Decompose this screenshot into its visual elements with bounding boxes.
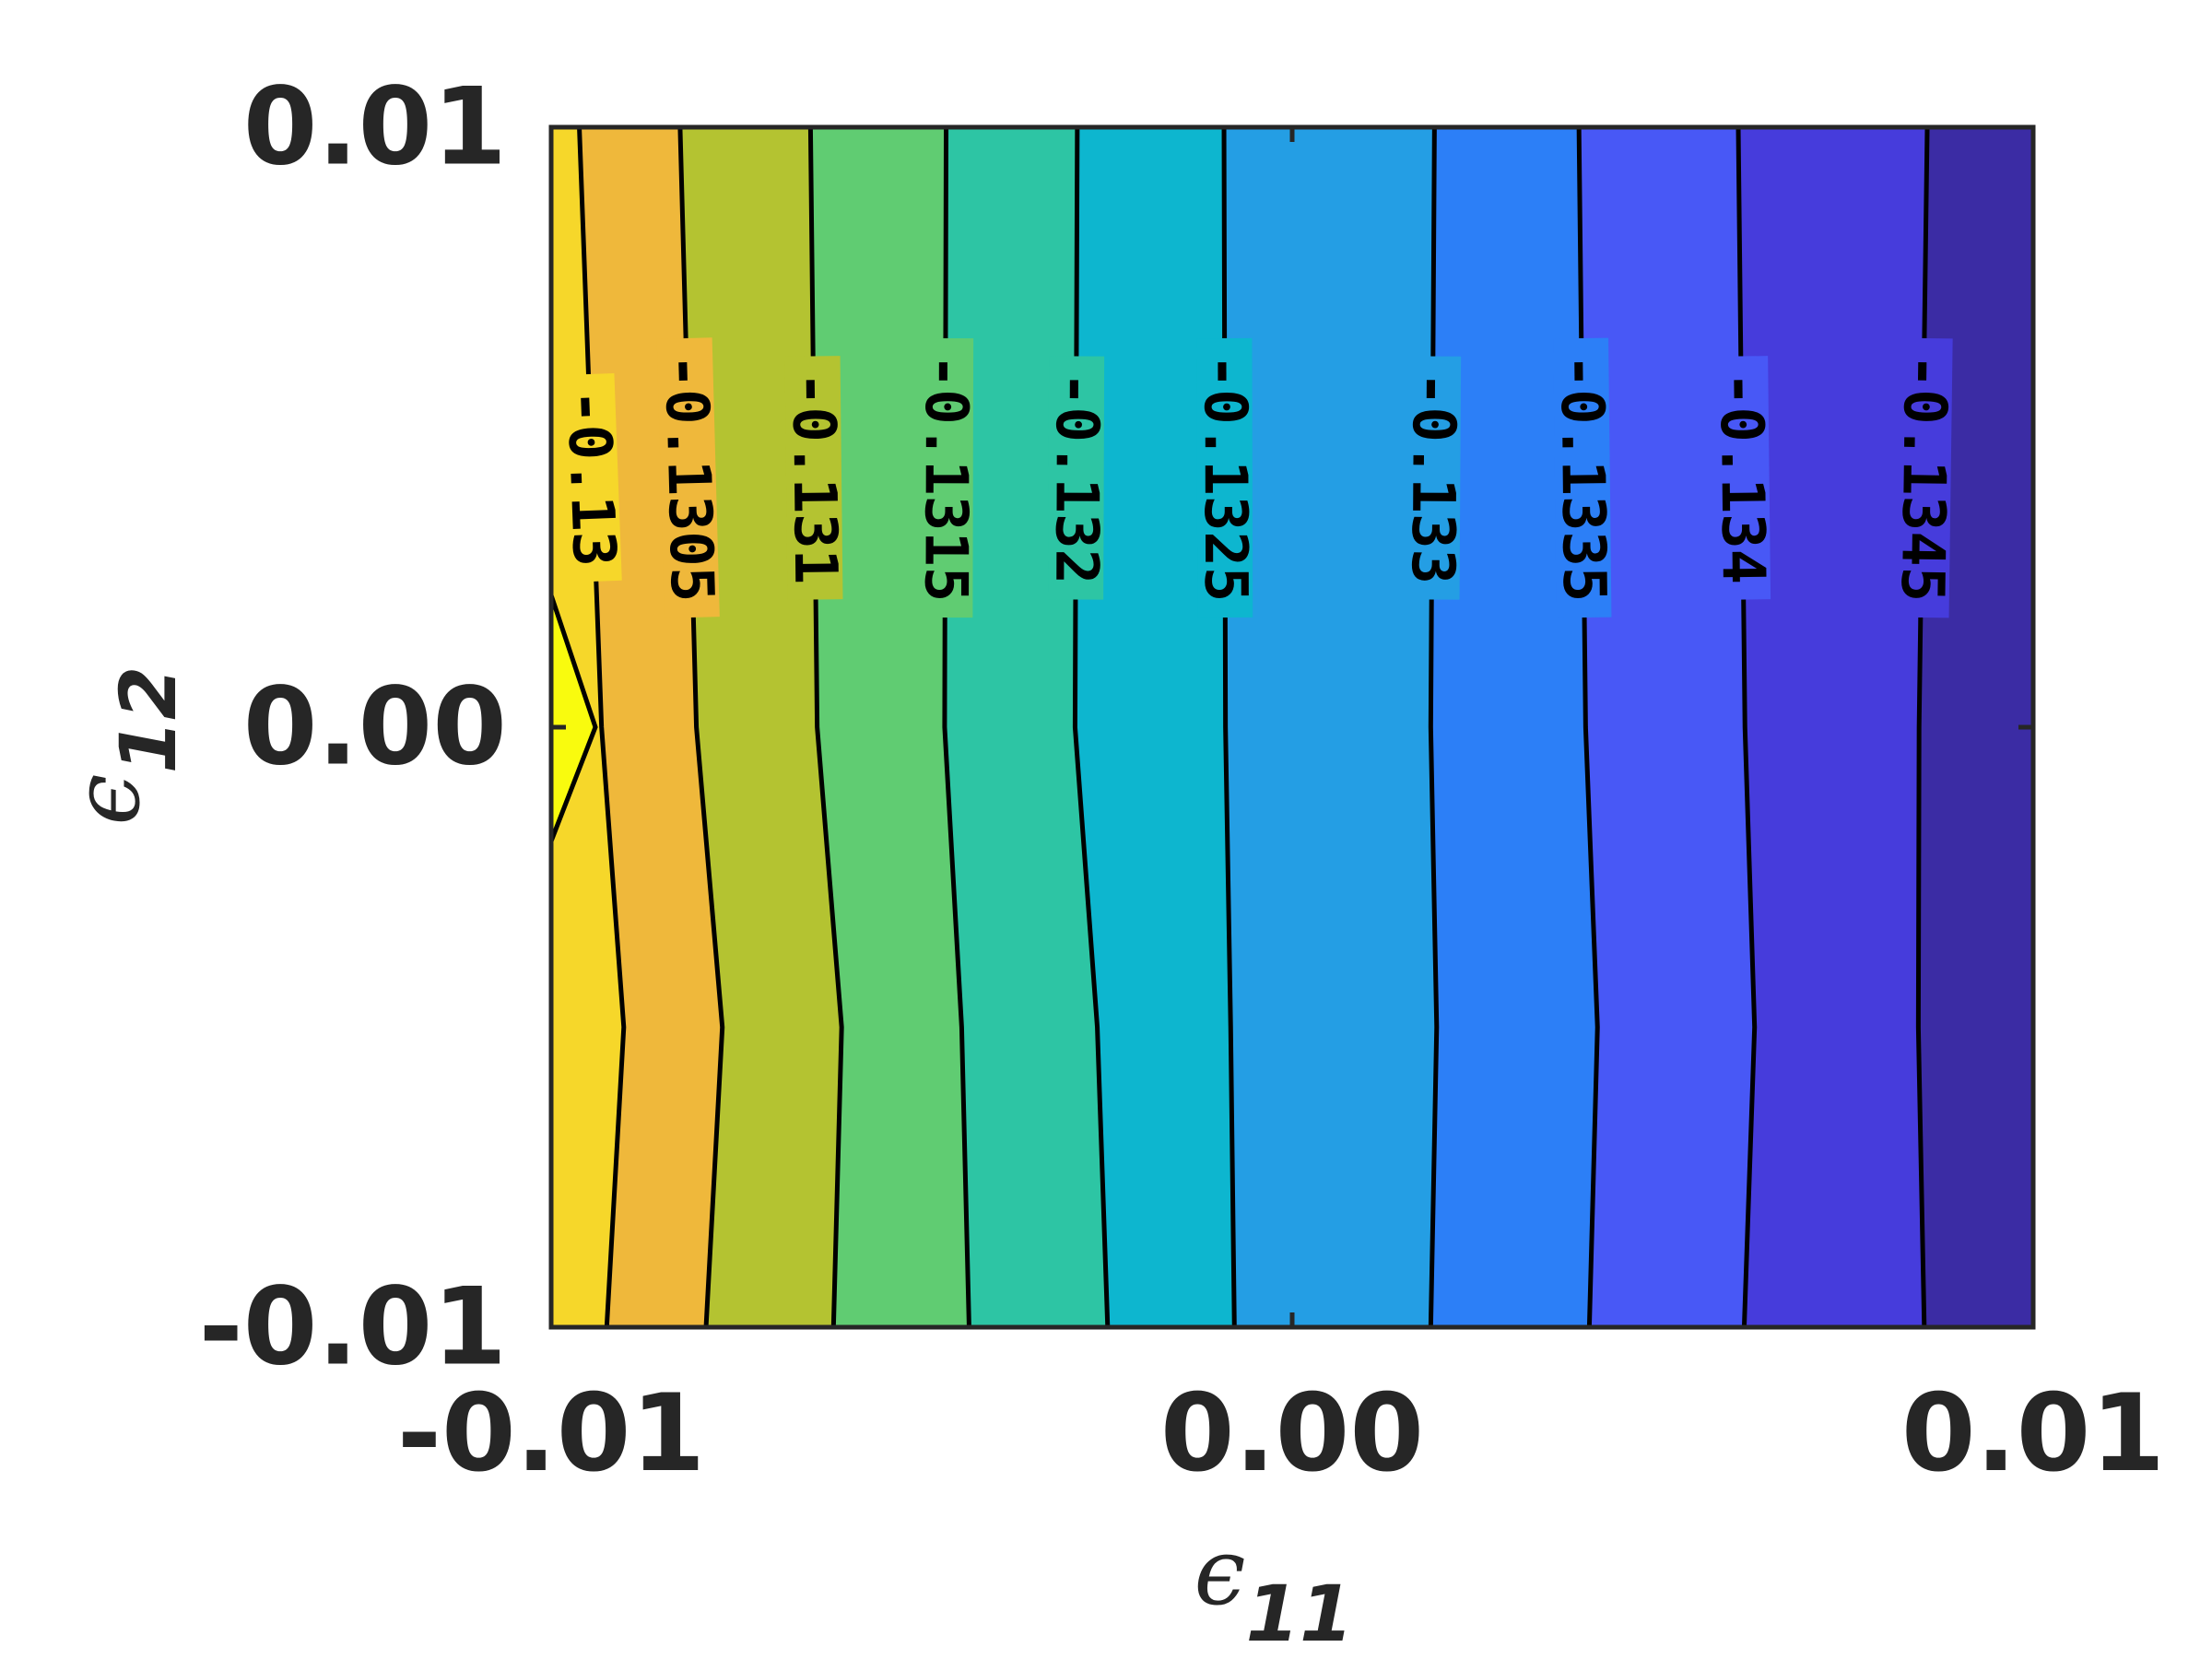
contour-label-gap-5 [1196, 337, 1253, 618]
contour-label-gap-9 [1893, 337, 1953, 618]
contour-label-3: -0.1315 [911, 354, 980, 603]
contour-label-gap-8 [1712, 356, 1771, 600]
contour-label-6: -0.133 [1398, 371, 1467, 585]
y-axis-label: ϵ12 [53, 666, 194, 826]
contour-lines [559, 127, 1953, 1327]
contour-label-8: -0.134 [1706, 371, 1777, 585]
contour-band-8 [1578, 127, 1756, 1327]
contour-label-gap-4 [1048, 356, 1105, 600]
contour-label-0: -0.13 [553, 388, 628, 568]
contour-label-gap-6 [1404, 356, 1462, 600]
x-axis-label: ϵ11 [1194, 1518, 1354, 1659]
contour-peak-region [551, 594, 595, 841]
contour-label-gap-3 [917, 337, 974, 618]
contour-label-2: -0.131 [779, 371, 850, 585]
contour-label-gap-2 [784, 356, 843, 600]
contour-label-9: -0.1345 [1888, 353, 1959, 603]
contour-bands [551, 127, 2033, 1327]
axis-ticks: -0.01 0.00 0.01 -0.01 0.00 0.01 [199, 65, 2165, 1497]
contour-label-5: -0.1325 [1191, 354, 1260, 603]
contour-band-6 [1223, 127, 1438, 1327]
x-tick-label-1: 0.00 [1160, 1371, 1424, 1496]
contour-label-gap-1 [656, 337, 720, 618]
contour-label-gap-7 [1553, 337, 1612, 618]
contour-label-7: -0.1335 [1547, 353, 1618, 603]
y-tick-label-2: 0.01 [243, 65, 507, 190]
contour-band-9 [1737, 127, 1928, 1327]
contour-band-7 [1430, 127, 1598, 1327]
contour-label-4: -0.132 [1041, 371, 1111, 584]
contour-peak-line [551, 594, 598, 842]
y-tick-label-1: 0.00 [243, 665, 507, 790]
contour-labels: -0.13 -0.1305 -0.131 -0.1315 -0.132 -0.1325 -0… [553, 353, 1959, 604]
x-tick-label-0: -0.01 [397, 1371, 705, 1496]
y-tick-label-0: -0.01 [199, 1265, 507, 1390]
contour-label-gap-0 [559, 372, 622, 583]
contour-label-1: -0.1305 [651, 353, 725, 604]
x-tick-label-2: 0.01 [1901, 1371, 2165, 1496]
